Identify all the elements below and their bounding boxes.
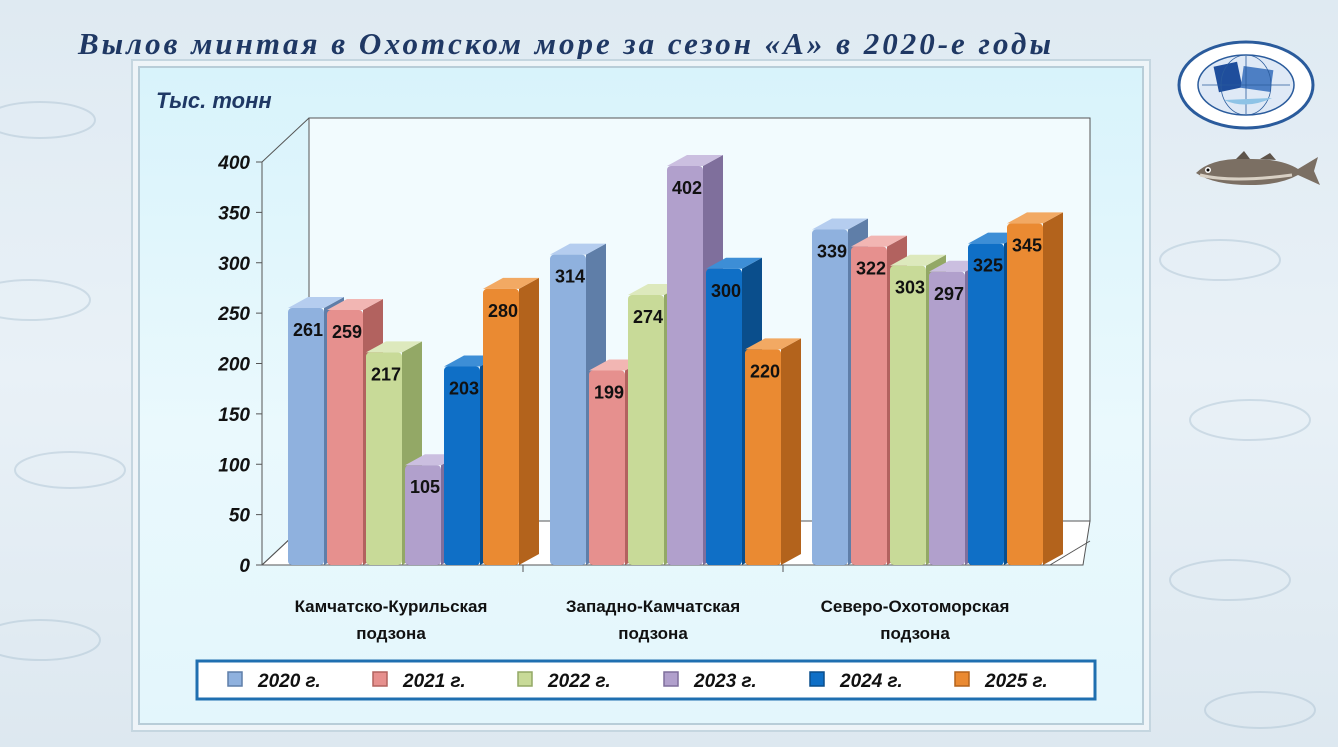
bar [288, 308, 324, 565]
x-axis-end-line [1049, 540, 1091, 566]
bar [483, 288, 519, 565]
bar-value-label: 105 [410, 477, 440, 497]
bar-top [288, 297, 344, 309]
bar-value-label: 274 [633, 307, 663, 327]
category-label: Северо-Охотоморская [821, 597, 1010, 616]
bar-value-label: 220 [750, 361, 780, 381]
category-label: подзона [356, 624, 426, 643]
bar-top [667, 154, 723, 166]
category-label: подзона [618, 624, 688, 643]
pollock-fish-icon [1196, 151, 1320, 185]
y-tick-label: 150 [218, 405, 250, 426]
legend-swatch [227, 671, 243, 687]
category-label: Западно-Камчатская [566, 597, 740, 616]
bar [327, 310, 363, 565]
bar [550, 254, 586, 565]
bar-top [706, 257, 762, 269]
bar-value-label: 303 [895, 278, 925, 298]
bar-side [519, 277, 539, 565]
bar [890, 265, 926, 565]
y-tick-label: 400 [217, 153, 250, 174]
legend-swatch [517, 671, 533, 687]
bar-value-label: 203 [449, 378, 479, 398]
bar-top [1007, 212, 1063, 224]
bar-top [745, 338, 801, 350]
bar-top [327, 299, 383, 311]
legend-label: 2025 г. [984, 671, 1048, 692]
bar-value-label: 199 [594, 383, 624, 403]
bar-top [812, 218, 868, 230]
y-tick-label: 50 [229, 506, 251, 527]
bar-value-label: 314 [555, 267, 585, 287]
bar [745, 349, 781, 565]
bar [366, 352, 402, 565]
bar-chart: 0 50 100 150 200 250 300 350 400 Тыс. тонн 261 259 2… [156, 88, 1097, 701]
bar [444, 366, 480, 565]
category-label: подзона [880, 624, 950, 643]
vniro-logo-icon [1177, 40, 1315, 130]
bar-value-label: 322 [856, 259, 886, 279]
bar [1007, 223, 1043, 565]
legend-box [195, 659, 1097, 701]
chart-frame: 0 50 100 150 200 250 300 350 400 Тыс. тонн 261 259 2… [138, 66, 1144, 725]
bar-value-label: 325 [973, 256, 1003, 276]
bar [851, 246, 887, 565]
category-label: Камчатско-Курильская [295, 597, 488, 616]
legend-swatch [954, 671, 970, 687]
y-tick-label: 350 [218, 203, 250, 224]
y-tick-label: 100 [218, 455, 250, 476]
y-tick-label: 0 [239, 556, 250, 577]
legend-swatch [663, 671, 679, 687]
bar [667, 165, 703, 566]
bar-value-label: 259 [332, 322, 362, 342]
legend-label: 2024 г. [839, 671, 903, 692]
bar-top [550, 243, 606, 255]
page-title: Вылов минтая в Охотском море за сезон «А… [78, 26, 1054, 61]
legend-swatch [372, 671, 388, 687]
y-tick-label: 250 [217, 304, 250, 325]
y-tick-label: 200 [217, 355, 250, 376]
legend-label: 2022 г. [547, 671, 611, 692]
legend-swatch [809, 671, 825, 687]
bar [812, 229, 848, 565]
bar-value-label: 217 [371, 364, 401, 384]
bar [589, 370, 625, 565]
bar-side [781, 338, 801, 565]
bar [628, 294, 664, 565]
bar-side [1043, 212, 1063, 565]
y-axis-top-line [261, 117, 310, 163]
bar [405, 465, 441, 565]
bar-top [851, 235, 907, 247]
legend-label: 2020 г. [257, 671, 321, 692]
bar-value-label: 300 [711, 281, 741, 301]
bar [968, 243, 1004, 565]
bar-value-label: 402 [672, 178, 702, 198]
bar-top [483, 277, 539, 289]
bar [929, 271, 965, 565]
bar-value-label: 261 [293, 320, 323, 340]
legend-label: 2023 г. [693, 671, 757, 692]
legend-label: 2021 г. [402, 671, 466, 692]
bar-value-label: 297 [934, 284, 964, 304]
bar-value-label: 345 [1012, 235, 1042, 255]
y-axis-label: Тыс. тонн [156, 88, 272, 113]
bar-top [890, 254, 946, 266]
bar [706, 268, 742, 565]
y-tick-label: 300 [218, 254, 250, 275]
bar-top [366, 341, 422, 353]
bar-value-label: 339 [817, 241, 847, 261]
bar-value-label: 280 [488, 301, 518, 321]
